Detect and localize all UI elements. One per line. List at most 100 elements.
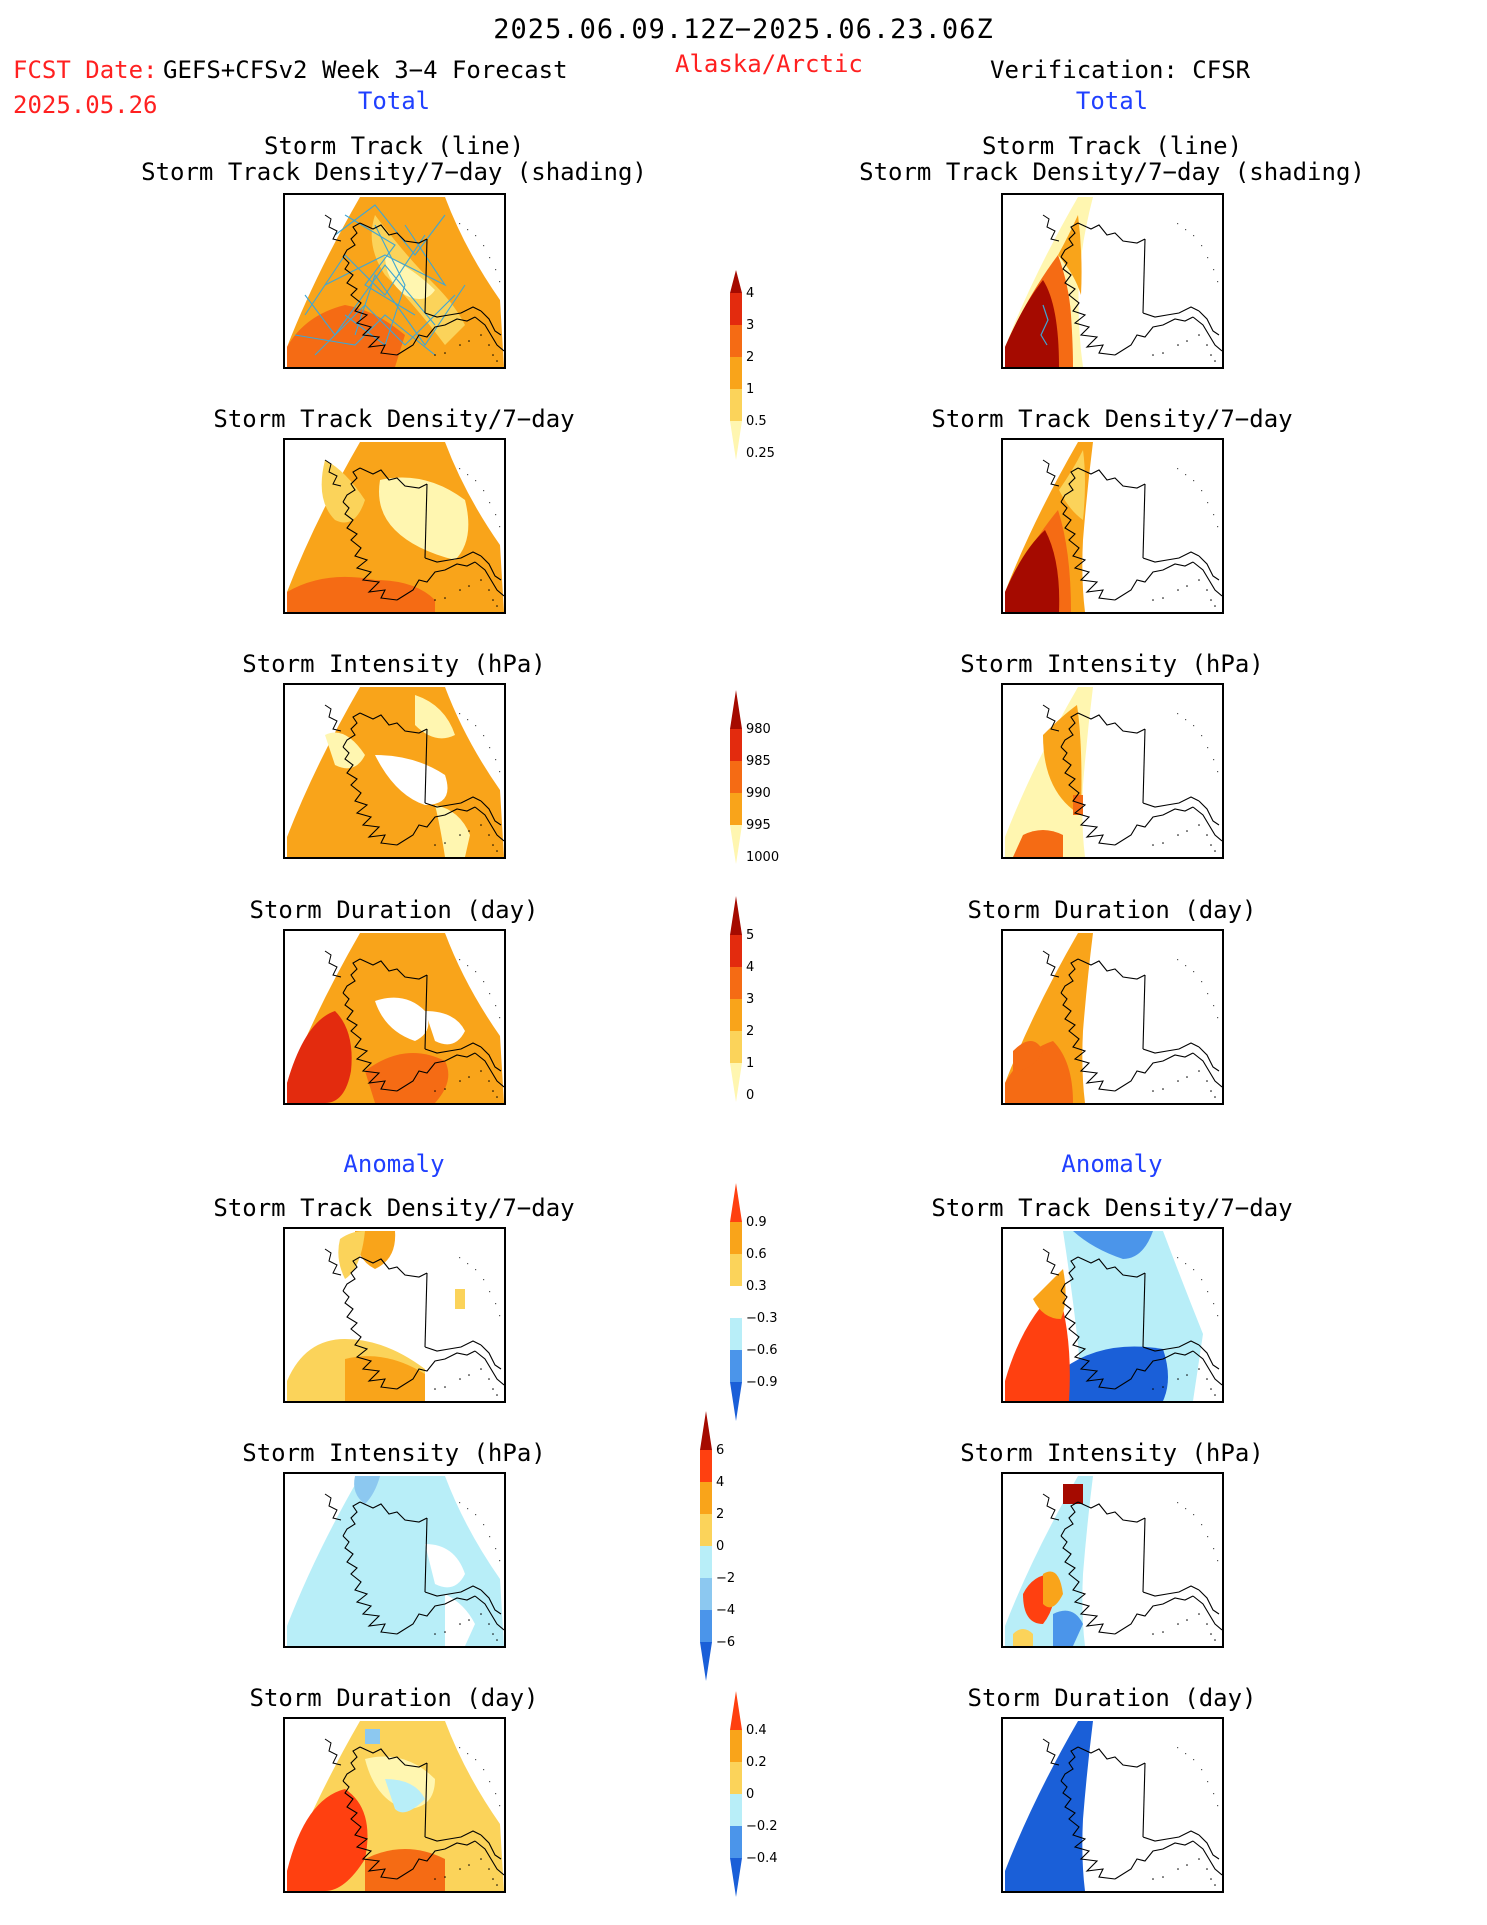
island-mark <box>434 1878 436 1880</box>
coastline <box>474 1052 504 1088</box>
region-label: Alaska/Arctic <box>675 50 863 78</box>
island-mark <box>480 579 482 581</box>
island-mark <box>492 1633 494 1635</box>
coastline-layer <box>1042 459 1222 607</box>
colorbar-arrow-top <box>730 896 742 935</box>
colorbar-tick-label: −0.3 <box>746 1311 778 1326</box>
island-mark <box>459 1378 461 1380</box>
map-canvas <box>287 1721 504 1891</box>
shaded-region <box>1063 1346 1168 1401</box>
island-mark <box>492 354 494 356</box>
graticule-tick <box>499 526 501 528</box>
panel-title-track-line-right: Storm Track (line) <box>981 132 1243 160</box>
graticule-tick <box>475 1269 477 1271</box>
panel-title-density-right: Storm Track Density/7−day <box>931 405 1293 433</box>
graticule-tick <box>499 1560 501 1562</box>
coastline <box>359 467 428 489</box>
map-layer <box>287 197 504 367</box>
island-mark <box>1152 1388 1154 1390</box>
coastline <box>1060 712 1079 748</box>
coastline <box>1192 806 1222 842</box>
coastline <box>1198 310 1220 336</box>
coastline-layer <box>1042 1248 1222 1396</box>
colorbar-segment <box>730 967 742 999</box>
colorbar-segment <box>730 1254 742 1286</box>
island-mark <box>480 1368 482 1370</box>
shaded-region <box>1033 1269 1066 1319</box>
panel-title-intensity-anom-right: Storm Intensity (hPa) <box>960 1439 1264 1467</box>
graticule-tick <box>1185 474 1187 476</box>
graticule-tick <box>1177 713 1179 715</box>
coastline <box>396 1840 476 1880</box>
coastline <box>424 1042 482 1054</box>
colorbar-segment <box>700 1546 712 1578</box>
coastline <box>1142 306 1200 318</box>
coastline-layer <box>324 1738 504 1886</box>
graticule-tick <box>1201 1279 1203 1281</box>
graticule-tick <box>1193 1514 1195 1516</box>
island-mark <box>480 334 482 336</box>
graticule-tick <box>1213 1005 1215 1007</box>
coastline <box>396 561 476 601</box>
island-mark <box>1152 354 1154 356</box>
island-mark <box>444 352 446 354</box>
shaded-region <box>321 460 365 523</box>
island-mark <box>1210 354 1212 356</box>
colorbar-segment <box>730 1031 742 1063</box>
coastline <box>1060 256 1116 356</box>
graticule-tick <box>483 1279 485 1281</box>
graticule-tick <box>475 725 477 727</box>
coastline <box>424 551 482 563</box>
coastline <box>480 1344 502 1370</box>
graticule-tick <box>475 971 477 973</box>
island-mark <box>1186 1619 1188 1621</box>
colorbar-arrow-top <box>730 1183 742 1222</box>
island-mark <box>444 597 446 599</box>
map-canvas <box>287 1231 504 1401</box>
island-mark <box>434 599 436 601</box>
colorbar-density: 4 3 2 1 0.5 0.25 <box>730 270 775 461</box>
coastline <box>342 992 398 1092</box>
shaded-region <box>379 477 469 560</box>
colorbar-arrow-bottom <box>730 1063 742 1102</box>
map-track-forecast <box>283 193 506 369</box>
graticule-tick <box>483 1769 485 1771</box>
graticule-tick <box>1193 725 1195 727</box>
shaded-region <box>1013 830 1063 857</box>
graticule-tick <box>459 1747 461 1749</box>
coastline <box>1060 467 1079 503</box>
shaded-region <box>1058 215 1082 295</box>
coastline <box>359 958 428 980</box>
shaded-region <box>385 1779 425 1813</box>
coastline <box>1142 1340 1200 1352</box>
coastline <box>1142 483 1146 559</box>
island-mark <box>1162 352 1164 354</box>
coastline <box>1192 1595 1222 1631</box>
coastline <box>1060 1501 1079 1537</box>
coastline <box>1198 555 1220 581</box>
island-mark <box>1210 1090 1212 1092</box>
graticule-tick <box>489 1536 491 1538</box>
colorbar-tick-label: 1 <box>746 1056 754 1071</box>
colorbar-tick-label: −0.4 <box>746 1851 778 1866</box>
island-mark <box>459 1868 461 1870</box>
coastline <box>342 467 361 503</box>
colorbar-arrow-bottom <box>730 1858 742 1897</box>
coastline <box>1060 222 1079 258</box>
graticule-tick <box>1185 229 1187 231</box>
island-mark <box>1214 605 1216 607</box>
island-mark <box>1214 1639 1216 1641</box>
coastline <box>1142 728 1146 804</box>
island-mark <box>488 589 490 591</box>
graticule-tick <box>499 771 501 773</box>
colorbar-segment <box>730 357 742 389</box>
shaded-region <box>445 1594 475 1646</box>
map-layer <box>1005 1231 1203 1401</box>
coastline <box>1114 1840 1194 1880</box>
island-mark <box>480 1613 482 1615</box>
coastline <box>474 1840 504 1876</box>
graticule-tick <box>1193 1759 1195 1761</box>
graticule-tick <box>1213 759 1215 761</box>
island-mark <box>1206 834 1208 836</box>
graticule-tick <box>459 1502 461 1504</box>
